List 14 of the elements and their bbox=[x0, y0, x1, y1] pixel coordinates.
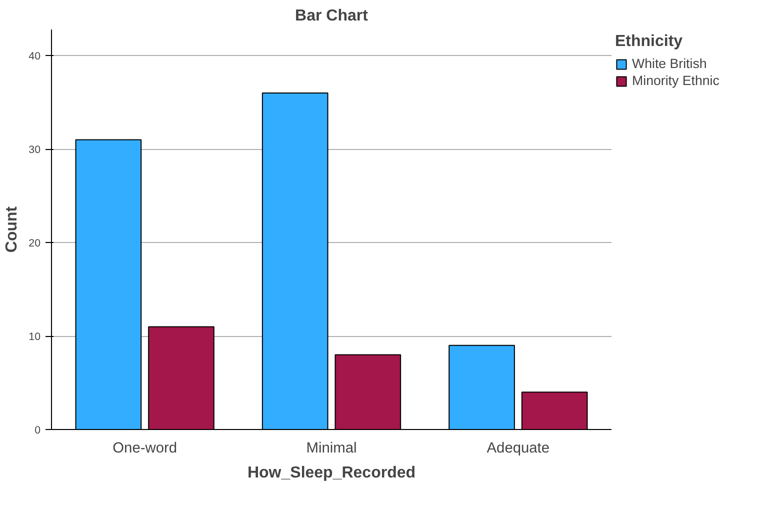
x-axis-title: How_Sleep_Recorded bbox=[247, 464, 416, 482]
y-tick-label: 40 bbox=[28, 50, 41, 63]
legend-title: Ethnicity bbox=[615, 33, 684, 51]
legend-label: Minority Ethnic bbox=[632, 73, 720, 88]
y-axis-title: Count bbox=[4, 206, 21, 253]
y-tick-label: 0 bbox=[34, 424, 41, 436]
x-tick-label: One-word bbox=[112, 440, 178, 456]
x-tick-label: Minimal bbox=[306, 440, 357, 456]
y-tick-label: 10 bbox=[28, 331, 41, 344]
legend-label: White British bbox=[632, 56, 707, 71]
y-tick-label: 30 bbox=[28, 144, 41, 156]
y-tick-label: 20 bbox=[28, 238, 41, 250]
chart-title: Bar Chart bbox=[295, 8, 369, 24]
x-tick-label: Adequate bbox=[486, 440, 550, 456]
